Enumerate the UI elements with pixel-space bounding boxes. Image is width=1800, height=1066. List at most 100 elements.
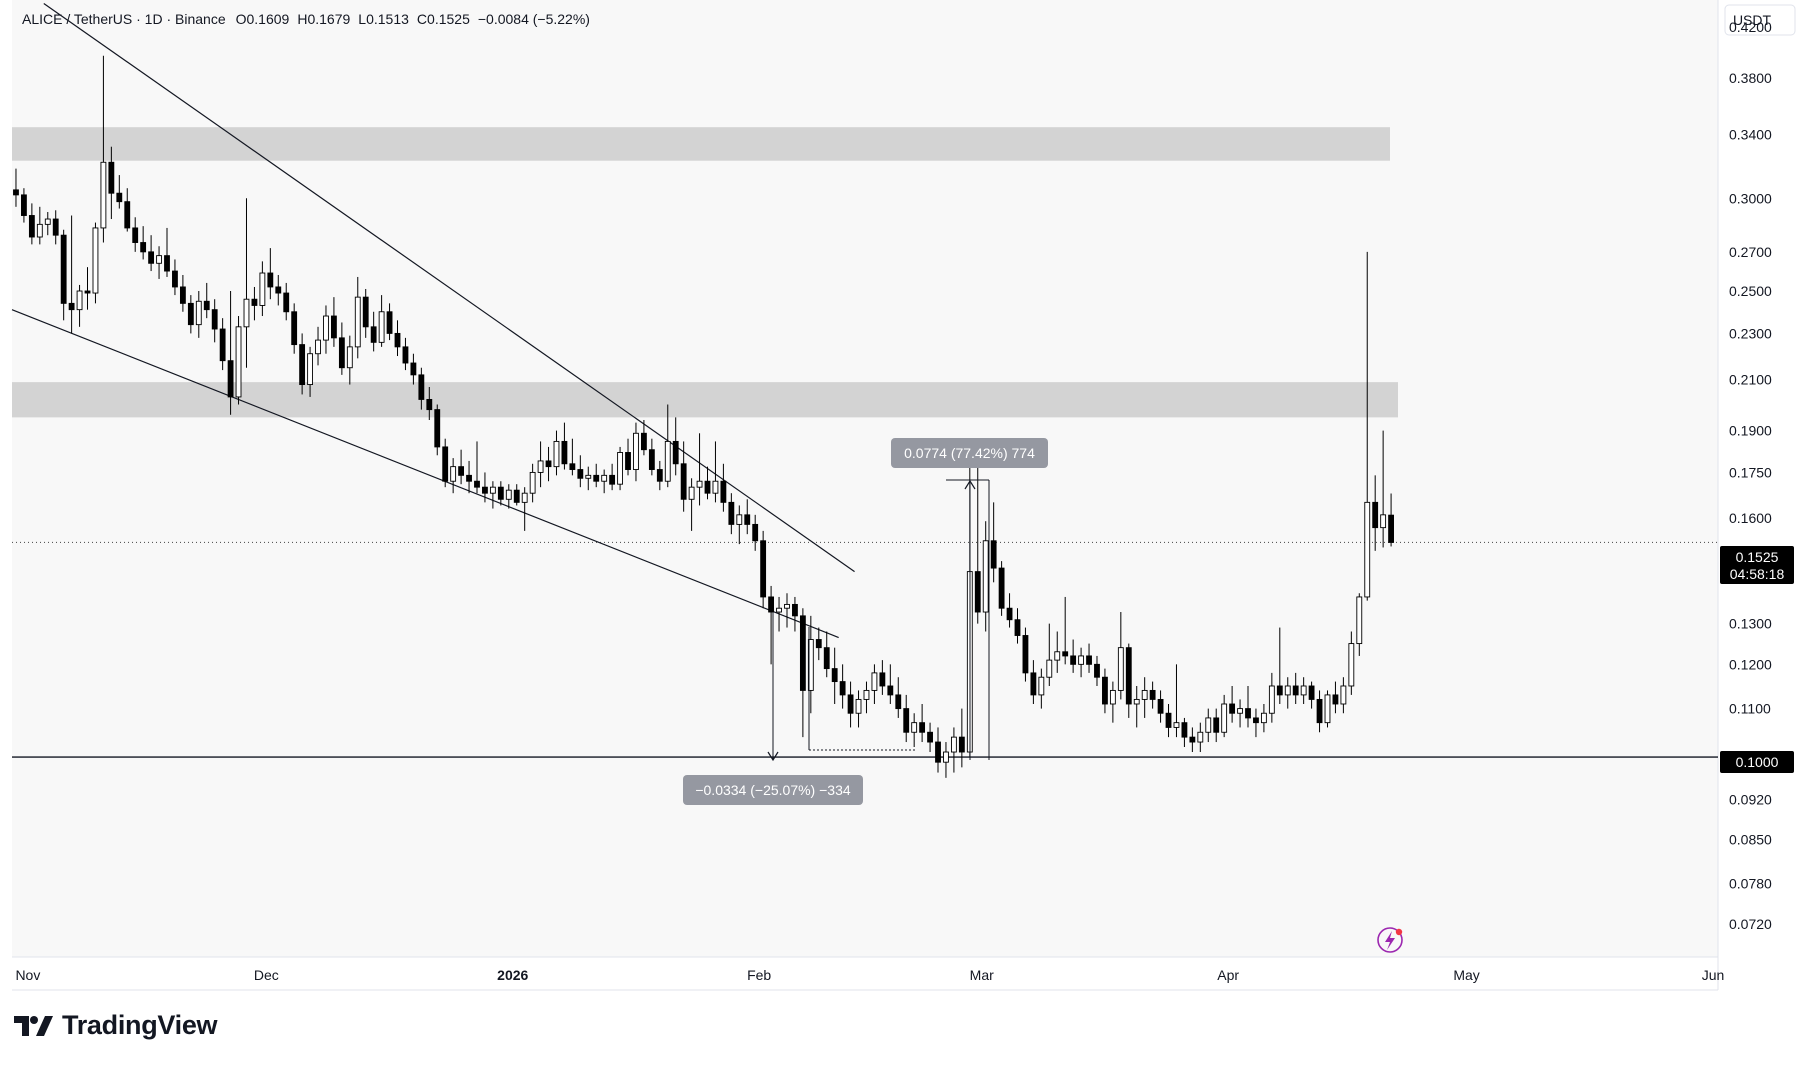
candle-body — [704, 480, 711, 494]
candle-body — [1173, 722, 1180, 728]
candle — [1276, 627, 1283, 704]
lightning-icon[interactable] — [1377, 927, 1403, 953]
candle — [593, 463, 600, 488]
candle-body — [21, 194, 27, 216]
candle-body — [60, 234, 67, 304]
time-axis[interactable]: Nov Dec 2026 Feb Mar Apr May Jun — [15, 967, 1724, 983]
candle — [187, 295, 194, 334]
tradingview-logo-text: TradingView — [62, 1010, 218, 1040]
candle-body — [633, 432, 639, 470]
candle-body — [299, 344, 306, 386]
candle-body — [1340, 685, 1347, 705]
candle-body — [998, 567, 1005, 609]
measure-up-label-bg — [891, 438, 1048, 468]
candle — [140, 226, 147, 260]
candle — [211, 299, 218, 343]
candle — [855, 690, 862, 728]
candle-body — [529, 471, 536, 494]
candle — [990, 502, 997, 583]
candle — [656, 460, 663, 491]
candle — [68, 215, 75, 334]
price-tick-label: 0.1300 — [1729, 616, 1772, 632]
candle-body — [768, 596, 775, 613]
candle-body — [1006, 607, 1013, 621]
candle-body — [482, 486, 488, 494]
candle — [434, 404, 441, 456]
candle-body — [1316, 698, 1323, 724]
candle — [752, 514, 759, 551]
lightning-icon-bolt — [1385, 931, 1395, 950]
candle-body — [609, 474, 616, 485]
price-tick-label: 0.3800 — [1729, 70, 1772, 86]
currency-button-bg[interactable] — [1724, 4, 1796, 36]
candle-body — [863, 689, 870, 700]
price-axis[interactable]: 0.4200 0.3800 0.3400 0.3000 0.2700 0.2500 0.23… — [1729, 19, 1772, 932]
candle — [1133, 685, 1140, 728]
candle-body — [1380, 514, 1387, 529]
measure-tool-up[interactable]: 0.0774 (77.42%) 774 — [891, 438, 1048, 760]
candle — [442, 438, 449, 488]
candle — [28, 203, 35, 245]
candle-body — [354, 296, 361, 348]
candle-body — [974, 571, 981, 613]
candle-body — [44, 218, 51, 225]
candle-body — [784, 603, 790, 609]
candle-body — [259, 272, 266, 306]
candle — [92, 222, 99, 304]
candle — [776, 596, 782, 632]
candle — [1284, 677, 1291, 709]
candle — [1253, 708, 1259, 738]
candle — [720, 463, 727, 512]
candle-body — [839, 681, 846, 696]
time-tick-label: Dec — [254, 967, 279, 983]
measure-tool-down[interactable]: −0.0334 (−25.07%) −334 — [683, 612, 915, 805]
candle-body — [1253, 717, 1259, 724]
candle — [1372, 475, 1379, 551]
candle-body — [1078, 655, 1085, 665]
candle-body — [386, 311, 393, 334]
measure-up-label: 0.0774 (77.42%) 774 — [904, 445, 1035, 461]
price-tick-label: 0.2500 — [1729, 283, 1772, 299]
symbol-title: ALICE / TetherUS · 1D · Binance — [22, 11, 226, 27]
tradingview-logo-icon — [14, 1015, 53, 1036]
tradingview-logo[interactable]: TradingView — [14, 1010, 218, 1041]
candle — [108, 146, 115, 220]
candle — [513, 484, 520, 506]
candle-body — [219, 328, 226, 362]
candle — [1006, 593, 1013, 628]
candle-body — [521, 492, 528, 503]
candle-body — [1260, 712, 1267, 724]
candle — [1046, 623, 1053, 686]
candle — [1213, 708, 1220, 743]
candle-body — [1038, 676, 1045, 696]
price-tick-label: 0.1750 — [1729, 464, 1772, 480]
ohlc-open-value: 0.1609 — [247, 11, 290, 27]
candle — [1094, 655, 1100, 686]
candle-body — [688, 486, 695, 500]
candle-body — [1356, 596, 1363, 645]
candle — [132, 217, 139, 252]
candle — [1292, 672, 1299, 704]
candle-body — [466, 474, 472, 482]
candle — [577, 455, 584, 488]
candle — [203, 282, 210, 319]
candle-body — [378, 311, 385, 343]
currency-button[interactable]: USDT — [1724, 4, 1796, 36]
candle — [982, 521, 989, 632]
candle — [410, 353, 417, 385]
price-chart[interactable]: 0.0774 (77.42%) 774 −0.0334 (−25.07%) −3… — [0, 0, 1800, 1000]
candle — [1062, 596, 1069, 665]
candle — [609, 463, 616, 491]
candle — [84, 267, 91, 310]
candle — [831, 647, 838, 704]
candle — [1356, 593, 1363, 656]
candle — [633, 422, 639, 482]
candle — [378, 295, 385, 347]
candle-body — [426, 398, 433, 411]
time-tick-label: May — [1453, 967, 1479, 983]
candle-body — [211, 309, 218, 330]
candle-body — [648, 449, 655, 470]
candle-body — [593, 474, 600, 482]
candle — [871, 664, 878, 704]
